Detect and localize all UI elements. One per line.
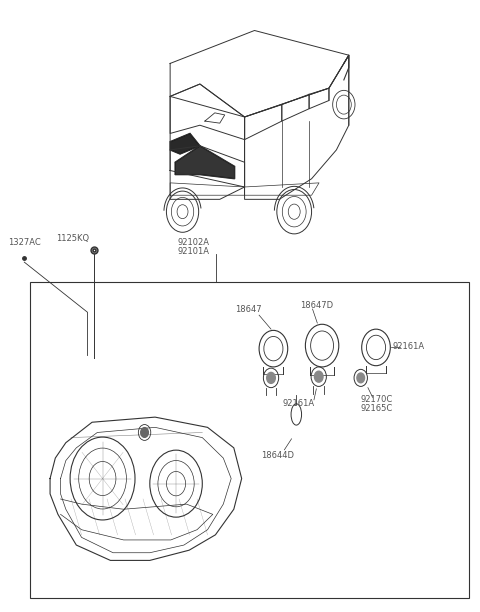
Circle shape (267, 373, 276, 383)
Circle shape (141, 428, 148, 438)
Polygon shape (170, 133, 200, 154)
Text: 92165C: 92165C (360, 404, 393, 413)
Circle shape (357, 373, 364, 382)
Text: 92161A: 92161A (283, 399, 315, 408)
Text: 92170C: 92170C (360, 395, 393, 405)
Text: 92101A: 92101A (178, 247, 210, 256)
Text: 92161A: 92161A (393, 342, 425, 351)
Text: 18647D: 18647D (300, 302, 333, 310)
Text: 1125KQ: 1125KQ (56, 234, 89, 244)
Circle shape (314, 371, 323, 382)
Text: 1327AC: 1327AC (9, 237, 41, 247)
Polygon shape (175, 146, 235, 179)
Text: 18644D: 18644D (262, 451, 294, 460)
Text: 18647: 18647 (235, 305, 262, 314)
Bar (30, 282, 469, 599)
Text: 92102A: 92102A (178, 238, 210, 247)
